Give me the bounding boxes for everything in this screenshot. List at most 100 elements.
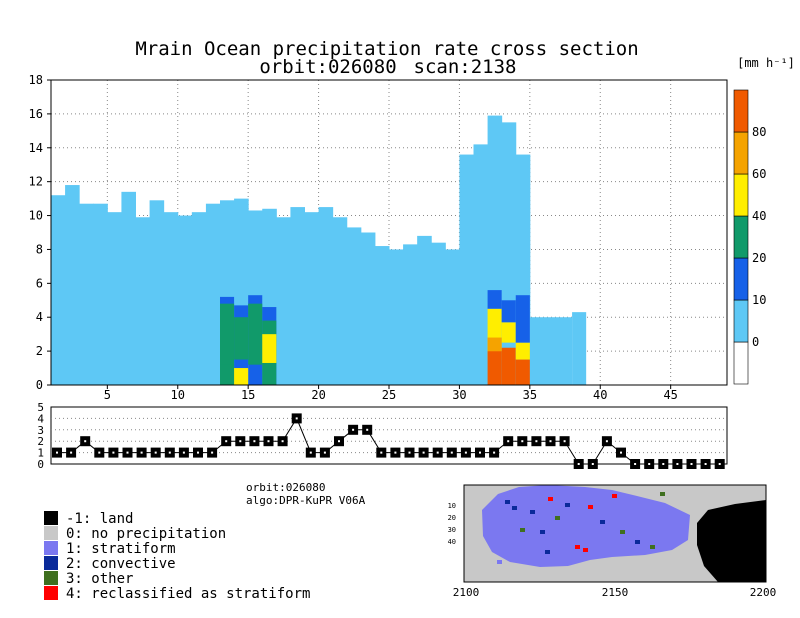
type-marker-dot (84, 440, 87, 443)
map-x-tick-label: 2100 (453, 586, 480, 599)
echo-column (93, 203, 108, 385)
type-marker-dot (281, 440, 284, 443)
type-marker-dot (436, 451, 439, 454)
type-y-tick-label: 0 (37, 458, 44, 471)
type-marker-dot (211, 451, 214, 454)
y-tick-label: 18 (29, 73, 43, 87)
legend-label: -1: land (66, 511, 133, 527)
type-marker-dot (620, 451, 622, 454)
legend-swatch (44, 541, 58, 555)
type-y-tick-label: 2 (37, 435, 44, 448)
map-pixel (530, 510, 535, 514)
echo-column (360, 232, 376, 385)
type-marker-dot (352, 428, 355, 431)
type-marker-dot (182, 451, 185, 454)
legend-label: 0: no precipitation (66, 526, 226, 542)
colorbar-cell (733, 257, 749, 301)
echo-column (107, 212, 122, 385)
chart-subtitle-orbit: orbit:026080 (259, 56, 396, 78)
type-marker-dot (239, 440, 242, 443)
precip-cells (51, 115, 587, 385)
type-marker-dot (126, 451, 129, 454)
y-tick-label: 6 (36, 276, 43, 290)
type-marker-dot (70, 451, 73, 454)
echo-column (121, 191, 136, 385)
type-marker-dot (718, 463, 721, 465)
precip-cell (234, 317, 249, 360)
type-marker-dot (295, 417, 298, 420)
type-y-tick-label: 4 (37, 412, 44, 425)
type-y-tick-label: 3 (37, 424, 44, 437)
map-frame (463, 484, 767, 583)
type-marker-dot (464, 451, 467, 454)
precip-cell (501, 347, 516, 385)
type-marker-dot (577, 463, 580, 465)
echo-column (177, 215, 193, 385)
echo-column (417, 235, 432, 385)
type-marker-dot (168, 451, 171, 454)
type-marker-dot (648, 463, 651, 465)
y-tick-label: 0 (36, 378, 43, 392)
precip-cell (234, 368, 249, 385)
legend-label: 4: reclassified as stratiform (66, 586, 310, 602)
map-pixel (512, 506, 517, 510)
precip-cell (220, 364, 235, 385)
type-marker-dot (154, 451, 157, 454)
legend-label: 1: stratiform (66, 541, 176, 557)
precip-cell (220, 303, 235, 382)
precip-cell (473, 283, 488, 385)
type-marker-dot (380, 451, 383, 454)
echo-column (163, 212, 179, 385)
type-marker-dot (56, 451, 58, 454)
map-stratiform-region (482, 485, 690, 567)
type-marker-dot (197, 451, 199, 454)
precip-cell (501, 322, 516, 343)
colorbar-label: 0 (752, 335, 759, 349)
type-marker-dot (98, 451, 101, 454)
type-marker-dot (140, 451, 143, 454)
y-tick-label: 2 (36, 344, 43, 358)
echo-column (431, 242, 446, 385)
map-pixel (540, 530, 545, 534)
map-pixel (583, 548, 588, 552)
chart-title: Mrain Ocean precipitation rate cross sec… (135, 38, 638, 60)
map-pixel (505, 500, 510, 504)
cross-section-plot: 0 2 4 6 8 10 12 14 16 18 5 10 15 20 25 30 35 40 45 (29, 73, 728, 402)
type-marker-dot (253, 440, 256, 443)
type-marker-dot (493, 451, 496, 454)
precip-cell (487, 351, 502, 385)
map-pixel (545, 550, 550, 554)
precip-cell (572, 312, 587, 385)
x-tick-label: 45 (663, 388, 677, 402)
y-tick-label: 8 (36, 242, 43, 256)
map-x-tick-label: 2150 (602, 586, 629, 599)
precip-cell (262, 334, 277, 363)
type-marker-dot (112, 451, 115, 454)
type-strip-frame (50, 406, 728, 465)
map-pixel (612, 494, 617, 498)
type-marker-dot (422, 451, 425, 454)
type-marker-dot (479, 451, 481, 454)
type-y-tick-label: 1 (37, 447, 44, 460)
map-pixel (650, 545, 655, 549)
type-marker-dot (535, 440, 538, 443)
y-tick-label: 4 (36, 310, 43, 324)
colorbar-label: 20 (752, 251, 766, 265)
colorbar-cell (733, 341, 749, 385)
map-pixel (490, 540, 495, 544)
legend-label: 3: other (66, 571, 133, 587)
precip-cell (515, 342, 530, 360)
y-tick-label: 16 (29, 107, 43, 121)
echo-column (374, 246, 390, 385)
echo-column (304, 212, 320, 385)
colorbar-cell (733, 215, 749, 259)
map-pixel (575, 545, 580, 549)
type-marker-dot (704, 463, 707, 465)
precip-cell (529, 317, 573, 385)
type-marker-dot (394, 451, 397, 454)
map-y-tick-label: 40 (448, 538, 456, 546)
precip-cell (515, 359, 530, 385)
map-pixel (600, 520, 605, 524)
map-pixel (635, 540, 640, 544)
